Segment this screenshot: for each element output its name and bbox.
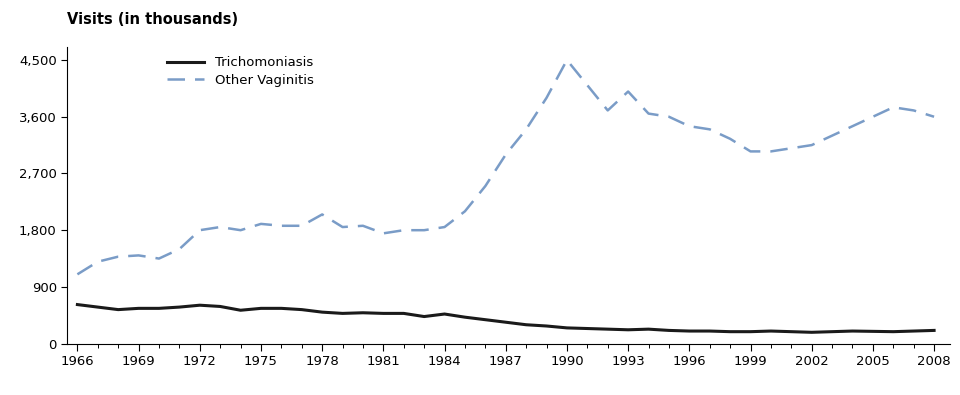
Trichomoniasis [357,310,369,315]
Trichomoniasis [785,329,797,334]
Trichomoniasis [847,329,858,333]
Other Vaginitis [806,143,818,147]
Trichomoniasis [908,329,920,333]
Other Vaginitis [174,247,185,252]
Trichomoniasis [643,327,655,331]
Other Vaginitis [928,115,940,119]
Other Vaginitis [235,228,247,233]
Trichomoniasis [235,308,247,312]
Other Vaginitis [888,105,900,110]
Trichomoniasis [622,327,634,332]
Other Vaginitis [317,212,328,217]
Trichomoniasis [520,322,532,327]
Line: Other Vaginitis: Other Vaginitis [78,60,934,274]
Trichomoniasis [684,329,695,333]
Other Vaginitis [276,224,287,228]
Other Vaginitis [582,83,593,88]
Trichomoniasis [602,327,613,331]
Trichomoniasis [112,307,124,312]
Trichomoniasis [745,329,756,334]
Trichomoniasis [398,311,410,316]
Other Vaginitis [214,225,226,229]
Other Vaginitis [847,124,858,128]
Other Vaginitis [398,228,410,233]
Other Vaginitis [357,224,369,228]
Trichomoniasis [92,305,104,309]
Trichomoniasis [154,306,165,311]
Other Vaginitis [602,108,613,113]
Other Vaginitis [296,224,307,228]
Other Vaginitis [132,253,144,258]
Trichomoniasis [806,330,818,335]
Other Vaginitis [622,89,634,94]
Other Vaginitis [480,184,492,188]
Other Vaginitis [72,272,84,276]
Trichomoniasis [419,314,430,319]
Trichomoniasis [214,304,226,309]
Other Vaginitis [785,146,797,150]
Trichomoniasis [704,329,715,333]
Other Vaginitis [704,127,715,132]
Other Vaginitis [255,222,267,226]
Trichomoniasis [276,306,287,311]
Trichomoniasis [132,306,144,311]
Other Vaginitis [377,231,389,236]
Trichomoniasis [663,328,675,333]
Trichomoniasis [867,329,878,334]
Trichomoniasis [194,303,205,308]
Trichomoniasis [500,320,512,325]
Other Vaginitis [439,225,450,229]
Other Vaginitis [112,254,124,259]
Other Vaginitis [337,225,348,229]
Other Vaginitis [419,228,430,233]
Trichomoniasis [562,325,573,330]
Trichomoniasis [317,310,328,314]
Other Vaginitis [725,136,736,141]
Trichomoniasis [337,311,348,316]
Other Vaginitis [827,133,838,138]
Trichomoniasis [765,329,777,333]
Trichomoniasis [439,312,450,316]
Other Vaginitis [908,108,920,113]
Other Vaginitis [540,96,552,100]
Legend: Trichomoniasis, Other Vaginitis: Trichomoniasis, Other Vaginitis [162,51,319,92]
Other Vaginitis [520,127,532,132]
Other Vaginitis [684,124,695,128]
Other Vaginitis [194,228,205,233]
Trichomoniasis [540,324,552,328]
Line: Trichomoniasis: Trichomoniasis [78,305,934,332]
Other Vaginitis [500,152,512,157]
Other Vaginitis [643,111,655,116]
Trichomoniasis [296,307,307,312]
Other Vaginitis [92,260,104,264]
Trichomoniasis [725,329,736,334]
Other Vaginitis [765,149,777,154]
Trichomoniasis [459,315,470,320]
Other Vaginitis [745,149,756,154]
Other Vaginitis [562,58,573,62]
Trichomoniasis [888,329,900,334]
Other Vaginitis [663,115,675,119]
Trichomoniasis [72,302,84,307]
Other Vaginitis [867,115,878,119]
Trichomoniasis [174,305,185,309]
Other Vaginitis [459,209,470,214]
Trichomoniasis [255,306,267,311]
Trichomoniasis [827,329,838,334]
Trichomoniasis [480,317,492,322]
Trichomoniasis [582,326,593,331]
Trichomoniasis [377,311,389,316]
Other Vaginitis [154,256,165,261]
Trichomoniasis [928,328,940,333]
Text: Visits (in thousands): Visits (in thousands) [67,12,238,26]
